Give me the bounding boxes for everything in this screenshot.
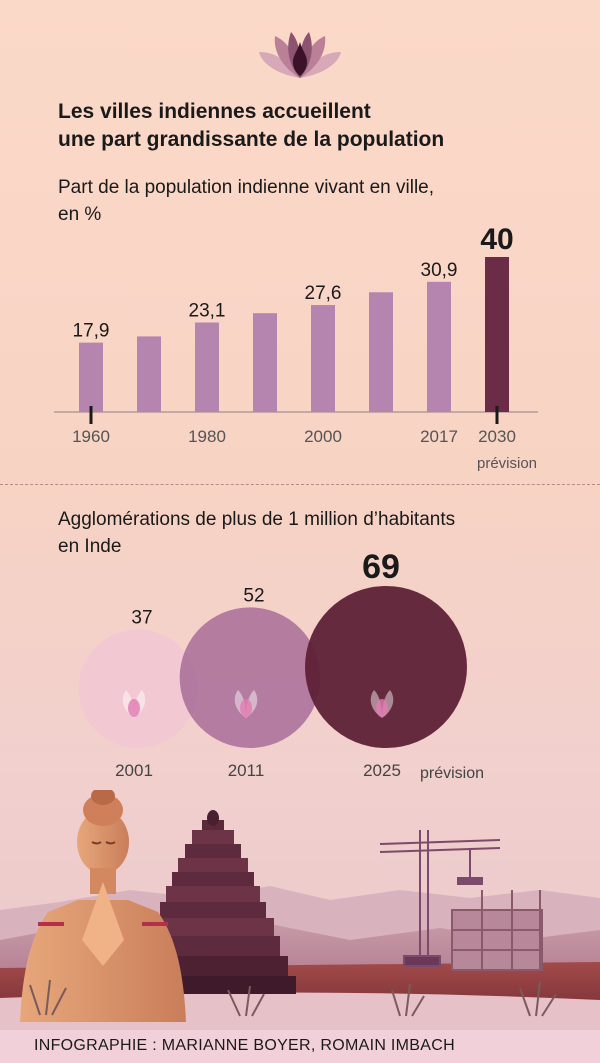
bar-subtitle-line-1: Part de la population indienne vivant en… [58, 177, 435, 198]
bar-chart: 17,9 1960 23,1 1980 27,6 2000 30,9 2017 40 2030 pr… [54, 223, 538, 472]
credit-text: INFOGRAPHIE : MARIANNE BOYER, ROMAIN IMB… [34, 1037, 455, 1054]
bubble-lotus-bud [128, 699, 140, 717]
bar-1990 [253, 313, 277, 412]
bubble-chart: 37 2001 52 2011 69 2025 prévision [78, 548, 484, 782]
bubble-chart-subtitle: Agglomérations de plus de 1 million d’ha… [58, 506, 578, 560]
bubble-year-label: 2025 [363, 761, 401, 780]
bubble-year-label: 2001 [115, 761, 153, 780]
credit-bar: INFOGRAPHIE : MARIANNE BOYER, ROMAIN IMB… [0, 1030, 600, 1063]
bar-value-label: 30,9 [421, 260, 458, 281]
bubble-value-label: 37 [131, 607, 152, 628]
forecast-note: prévision [477, 455, 537, 472]
bubble-subtitle-line-1: Agglomérations de plus de 1 million d’ha… [58, 509, 456, 530]
bar-value-label: 23,1 [189, 300, 226, 321]
bubble-lotus-bud [240, 699, 252, 717]
bar-value-label: 27,6 [305, 283, 342, 304]
bubble-forecast-note: prévision [420, 765, 484, 782]
bar-chart-subtitle: Part de la population indienne vivant en… [58, 174, 578, 228]
bar-2000 [311, 305, 335, 412]
bubble-2011 [179, 607, 321, 748]
section-divider [0, 484, 600, 485]
bar-2017 [427, 281, 451, 412]
bubble-year-label: 2011 [228, 761, 265, 780]
bar-value-label: 17,9 [73, 321, 110, 342]
bar-2030 [485, 257, 509, 412]
lotus-icon [259, 32, 341, 78]
x-tick-label: 1960 [72, 427, 110, 446]
bar-value-label: 40 [480, 223, 513, 256]
bubble-value-label: 52 [243, 585, 264, 606]
x-tick-label: 1980 [188, 427, 226, 446]
x-tick-label: 2017 [420, 427, 458, 446]
construction-crane [379, 830, 501, 967]
meditating-figure [20, 790, 186, 1022]
page-title: Les villes indiennes accueillent une par… [58, 98, 578, 154]
x-tick-label: 2030 [478, 427, 516, 446]
bar-2010 [369, 292, 393, 412]
bar-1970 [137, 336, 161, 412]
bubble-subtitle-line-2: en Inde [58, 536, 122, 557]
bubble-2001 [78, 629, 198, 748]
x-tick-label: 2000 [304, 427, 342, 446]
bubble-value-label: 69 [362, 548, 400, 586]
bubble-lotus-bud [376, 699, 388, 717]
bubble-2025 [305, 586, 467, 748]
building-scaffold [451, 890, 543, 971]
title-line-2: une part grandissante de la population [58, 128, 445, 151]
illustration-scene [0, 790, 600, 1030]
grass-tufts [29, 979, 557, 1017]
title-line-1: Les villes indiennes accueillent [58, 100, 371, 123]
bar-subtitle-line-2: en % [58, 204, 102, 225]
bar-1980 [195, 322, 219, 412]
bar-1960 [79, 342, 103, 412]
